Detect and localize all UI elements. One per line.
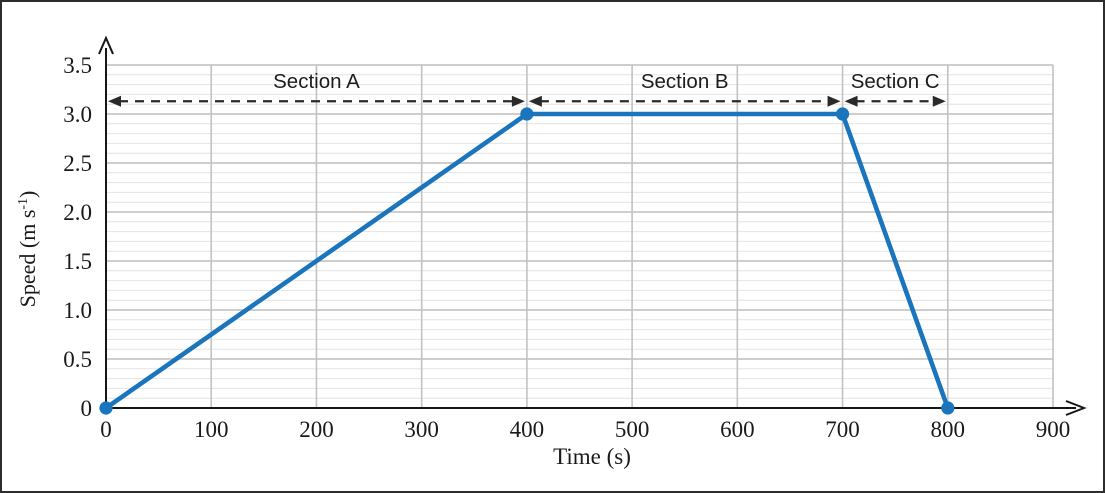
y-axis-arrow-icon [98,35,114,55]
x-tick-label: 300 [404,417,439,442]
speed-series [99,107,955,415]
arrowhead-right-icon [511,95,525,107]
arrowhead-left-icon [108,95,121,107]
y-axis-title: Speed (m s-1) [15,191,40,308]
x-tick-label: 500 [615,417,650,442]
y-tick-label: 2.0 [63,200,92,225]
tick-labels: 0 100 200 300 400 500 600 700 800 900 0 0.5 1.0 1.5 2.… [63,53,1070,442]
axis-titles: Time (s) Speed (m s-1) [15,191,631,469]
gridlines [106,64,1054,408]
x-tick-label: 800 [931,417,966,442]
y-tick-label: 2.5 [63,151,92,176]
y-tick-label: 3.5 [63,53,92,78]
x-tick-label: 0 [100,417,112,442]
x-tick-label: 100 [194,417,229,442]
data-point-marker [99,401,113,415]
data-point-marker [941,401,955,415]
arrowhead-left-icon [844,95,858,107]
section-label: Section B [641,70,729,93]
y-tick-label: 1.0 [63,298,92,323]
arrowhead-left-icon [528,95,542,107]
y-tick-label: 1.5 [63,249,92,274]
data-point-marker [520,107,534,121]
x-axis-arrow-icon [1065,400,1087,416]
section-arrow [528,95,841,107]
axes [98,35,1087,416]
y-tick-label: 0.5 [63,347,92,372]
section-annotations: Section A Section B Section C [108,70,946,107]
data-point-marker [835,107,850,121]
x-tick-label: 600 [720,417,755,442]
section-arrow [108,95,525,107]
x-tick-label: 400 [510,417,545,442]
y-tick-label: 3.0 [63,102,92,127]
section-label: Section C [851,70,940,93]
arrowhead-right-icon [932,95,946,107]
section-arrow [844,95,946,107]
section-label: Section A [273,70,360,93]
speed-line [103,111,951,411]
x-axis-title: Time (s) [553,444,631,469]
x-tick-label: 900 [1036,417,1071,442]
x-tick-label: 700 [825,417,860,442]
arrowhead-right-icon [827,95,841,107]
y-tick-label: 0 [81,396,93,421]
x-tick-label: 200 [299,417,334,442]
